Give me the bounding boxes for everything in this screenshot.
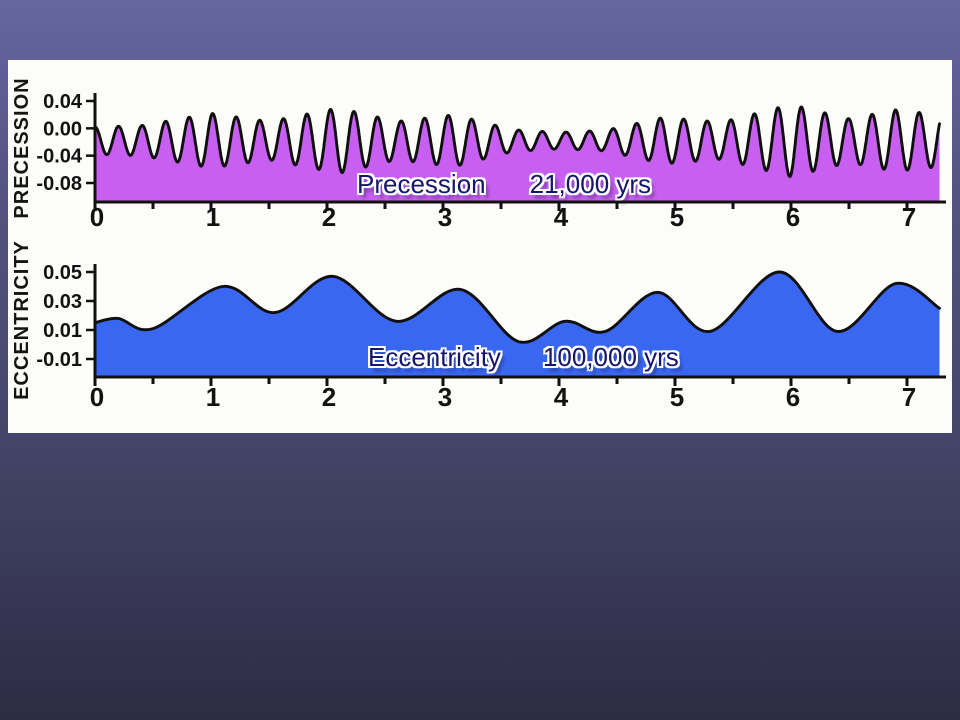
eccentricity-y-tick-label: 0.03	[43, 291, 82, 313]
precession-x-tick-label: 3	[438, 202, 452, 232]
cycles-chart-svg: 0.04 0.00 -0.04 -0.08 0 1 2 3 4 5 6 7 0.05 0.03 0.01 -0…	[36, 91, 946, 412]
eccentricity-x-tick-label: 0	[90, 382, 104, 412]
precession-x-tick-label: 4	[554, 202, 569, 232]
eccentricity-y-tick-label: 0.01	[43, 320, 82, 342]
eccentricity-curve	[93, 270, 941, 344]
eccentricity-x-tick-label: 1	[206, 382, 220, 412]
eccentricity-x-tick-label: 3	[438, 382, 452, 412]
eccentricity-x-tick-label: 5	[670, 382, 684, 412]
precession-x-tick-label: 2	[322, 202, 336, 232]
precession-x-tick-label: 6	[786, 202, 800, 232]
precession-x-tick-label: 1	[206, 202, 220, 232]
precession-x-tick-label: 7	[902, 202, 916, 232]
eccentricity-x-tick-label: 6	[786, 382, 800, 412]
precession-caption: Precession 21,000 yrs	[357, 169, 652, 200]
milankovitch-figure: 0.04 0.00 -0.04 -0.08 0 1 2 3 4 5 6 7 0.05 0.03 0.01 -0…	[8, 60, 952, 433]
eccentricity-caption-period: 100,000 yrs	[542, 342, 679, 372]
eccentricity-y-tick-label: 0.05	[43, 262, 82, 284]
eccentricity-x-tick-label: 7	[902, 382, 916, 412]
eccentricity-x-tick-label: 2	[322, 382, 336, 412]
eccentricity-caption: Eccentricity 100,000 yrs	[368, 342, 679, 373]
precession-caption-period: 21,000 yrs	[529, 169, 652, 199]
eccentricity-x-tick-label: 4	[554, 382, 569, 412]
precession-y-tick-label: 0.04	[43, 91, 83, 113]
precession-y-tick-label: 0.00	[43, 118, 82, 140]
precession-caption-name: Precession	[357, 169, 486, 199]
precession-curve	[93, 105, 941, 178]
precession-y-tick-label: -0.04	[36, 146, 82, 168]
eccentricity-y-tick-label: -0.01	[36, 349, 82, 371]
precession-x-tick-label: 5	[670, 202, 684, 232]
eccentricity-caption-name: Eccentricity	[368, 342, 501, 372]
precession-x-tick-label: 0	[90, 202, 104, 232]
eccentricity-axis-title: ECCENTRICITY	[11, 240, 33, 400]
eccentricity-area	[95, 272, 940, 377]
precession-y-tick-label: -0.08	[36, 173, 82, 195]
